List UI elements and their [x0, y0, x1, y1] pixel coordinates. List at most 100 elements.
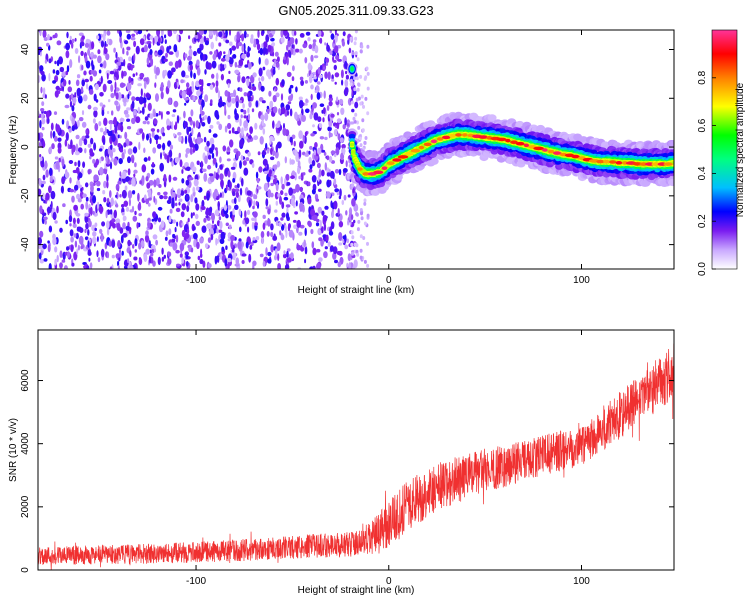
- noise-cell: [308, 168, 313, 173]
- noise-cell: [190, 212, 193, 219]
- noise-cell: [109, 266, 113, 269]
- noise-cell: [78, 138, 83, 147]
- noise-cell: [280, 30, 284, 38]
- noise-cell: [267, 189, 272, 198]
- noise-cell: [90, 206, 93, 216]
- noise-cell: [189, 147, 193, 156]
- noise-cell: [241, 177, 244, 187]
- noise-cell: [219, 156, 222, 163]
- noise-cell: [117, 180, 122, 185]
- noise-cell: [44, 219, 47, 225]
- noise-cell: [93, 142, 97, 151]
- noise-cell: [211, 60, 217, 69]
- noise-cell: [56, 59, 60, 67]
- noise-cell: [286, 248, 291, 252]
- noise-cell: [94, 227, 97, 232]
- noise-cell: [167, 30, 173, 37]
- noise-cell: [146, 120, 150, 125]
- noise-cell: [120, 234, 124, 244]
- noise-cell: [241, 76, 246, 84]
- noise-cell: [139, 128, 144, 134]
- noise-cell: [309, 145, 313, 150]
- noise-cell: [68, 80, 71, 85]
- noise-cell: [256, 177, 260, 184]
- noise-cell: [312, 214, 318, 221]
- noise-cell: [360, 211, 363, 216]
- noise-cell: [163, 254, 166, 259]
- noise-cell: [204, 69, 207, 75]
- noise-cell: [207, 154, 212, 160]
- noise-cell: [365, 66, 369, 71]
- noise-cell: [275, 92, 280, 98]
- noise-cell: [276, 160, 281, 168]
- noise-cell: [89, 75, 93, 82]
- noise-cell: [243, 115, 247, 119]
- noise-cell: [80, 187, 83, 192]
- noise-cell: [131, 100, 135, 109]
- noise-cell: [164, 34, 167, 39]
- noise-cell: [295, 200, 298, 207]
- noise-cell: [166, 154, 170, 164]
- noise-cell: [295, 48, 300, 53]
- noise-cell: [257, 30, 260, 38]
- noise-cell: [199, 85, 204, 92]
- noise-cell: [250, 241, 254, 246]
- noise-cell: [318, 237, 323, 242]
- noise-cell: [152, 147, 157, 154]
- noise-cell: [193, 72, 197, 80]
- noise-cell: [311, 205, 314, 210]
- noise-cell: [232, 208, 235, 217]
- noise-cell: [326, 172, 331, 177]
- noise-cell: [211, 144, 214, 148]
- noise-cell: [315, 222, 320, 227]
- noise-cell: [104, 242, 108, 250]
- noise-cell: [236, 183, 240, 189]
- noise-cell: [224, 63, 227, 69]
- noise-cell: [90, 69, 95, 75]
- noise-cell: [219, 164, 223, 170]
- noise-cell: [132, 215, 138, 222]
- noise-cell: [209, 124, 214, 129]
- noise-cell: [366, 213, 370, 218]
- noise-cell: [342, 124, 346, 130]
- noise-cell: [102, 83, 107, 93]
- noise-cell: [318, 230, 322, 235]
- noise-cell: [163, 58, 168, 62]
- noise-cell: [137, 106, 140, 114]
- noise-cell: [77, 147, 83, 154]
- noise-cell: [225, 184, 228, 192]
- noise-cell: [81, 65, 84, 71]
- noise-cell: [203, 136, 207, 143]
- noise-cell: [307, 62, 312, 71]
- noise-cell: [348, 262, 352, 269]
- noise-cell: [301, 114, 306, 122]
- noise-cell: [333, 178, 337, 186]
- noise-cell: [211, 73, 215, 79]
- noise-cell: [47, 240, 50, 244]
- noise-cell: [215, 237, 218, 246]
- noise-cell: [281, 212, 286, 218]
- noise-cell: [225, 39, 230, 44]
- noise-cell: [149, 113, 154, 119]
- noise-cell: [111, 239, 116, 248]
- noise-cell: [304, 57, 308, 64]
- noise-cell: [309, 113, 313, 120]
- noise-cell: [139, 180, 143, 185]
- noise-cell: [287, 101, 292, 105]
- noise-cell: [345, 160, 348, 168]
- noise-cell: [156, 30, 161, 37]
- noise-cell: [168, 149, 173, 158]
- noise-cell: [319, 219, 322, 229]
- noise-cell: [354, 101, 359, 109]
- noise-cell: [206, 193, 210, 201]
- noise-cell: [196, 47, 202, 54]
- noise-cell: [332, 59, 337, 63]
- noise-cell: [245, 157, 250, 162]
- noise-cell: [344, 244, 349, 250]
- noise-cell: [147, 189, 152, 198]
- noise-cell: [274, 87, 277, 92]
- noise-cell: [269, 135, 274, 142]
- noise-cell: [280, 176, 283, 185]
- noise-cell: [43, 258, 48, 262]
- noise-cell: [167, 251, 172, 257]
